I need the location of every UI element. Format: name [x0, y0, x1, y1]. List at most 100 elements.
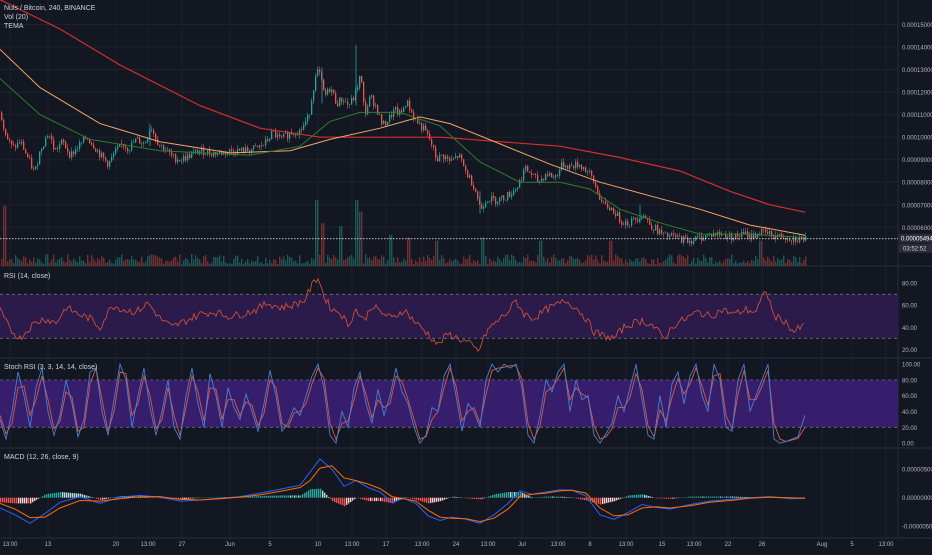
time-axis-label: 13:00: [344, 542, 360, 548]
volume-bar: [761, 241, 762, 266]
candle-body: [357, 87, 358, 89]
volume-bar: [13, 263, 14, 266]
volume-bar: [573, 259, 574, 266]
candle-body: [651, 225, 652, 230]
time-axis-label: Jun: [225, 542, 235, 548]
macd-histogram-bar: [414, 498, 415, 500]
macd-histogram-bar: [254, 496, 255, 497]
volume-bar: [553, 254, 554, 266]
time-axis-label: Aug: [817, 542, 828, 548]
volume-bar: [351, 255, 352, 266]
candle-body: [791, 241, 792, 242]
volume-bar: [735, 260, 736, 266]
macd-histogram-bar: [8, 498, 9, 503]
volume-bar: [687, 255, 688, 266]
candle-body: [253, 146, 254, 150]
macd-histogram-bar: [430, 498, 431, 503]
candle-body: [31, 158, 32, 168]
macd-histogram-bar: [360, 498, 361, 499]
macd-histogram-bar: [6, 498, 7, 503]
volume-bar: [659, 263, 660, 266]
volume-bar: [327, 255, 328, 266]
candle-body: [351, 98, 352, 105]
candle-body: [75, 149, 76, 154]
candle-body: [537, 175, 538, 182]
candle-body: [437, 158, 438, 162]
volume-bar: [263, 264, 264, 266]
macd-histogram-bar: [476, 498, 477, 499]
volume-bar: [535, 262, 536, 266]
macd-histogram-bar: [710, 497, 711, 498]
candle-body: [517, 187, 518, 189]
macd-histogram-bar: [104, 498, 105, 499]
candle-body: [49, 136, 50, 137]
macd-histogram-bar: [348, 498, 349, 504]
volume-bar: [669, 254, 670, 266]
rsi-tick-label: 80.00: [902, 282, 918, 288]
candle-body: [449, 158, 450, 161]
volume-bar: [629, 259, 630, 266]
volume-bar: [419, 257, 420, 266]
candle-body: [597, 187, 598, 194]
candle-body: [373, 95, 374, 106]
volume-bar: [617, 256, 618, 266]
candle-body: [511, 195, 512, 197]
volume-bar: [113, 264, 114, 266]
volume-bar: [109, 259, 110, 266]
volume-bar: [55, 262, 56, 266]
candle-body: [107, 161, 108, 167]
candle-body: [497, 202, 498, 204]
candle-body: [579, 165, 580, 167]
volume-bar: [729, 259, 730, 266]
candle-body: [359, 76, 360, 87]
candle-body: [625, 221, 626, 225]
symbol-title[interactable]: Nuls / Bitcoin, 240, BINANCE: [4, 4, 95, 13]
macd-histogram-bar: [262, 496, 263, 498]
macd-histogram-bar: [96, 498, 97, 499]
candle-body: [333, 90, 334, 94]
candle-body: [701, 236, 702, 241]
macd-histogram-bar: [692, 497, 693, 498]
volume-bar: [777, 258, 778, 266]
volume-bar: [349, 256, 350, 266]
volume-bar: [519, 262, 520, 266]
stoch-legend[interactable]: Stoch RSI (3, 3, 14, 14, close): [4, 363, 97, 372]
candle-body: [783, 238, 784, 239]
macd-histogram-bar: [190, 498, 191, 499]
macd-histogram-bar: [292, 495, 293, 497]
volume-bar: [399, 262, 400, 266]
candle-body: [329, 89, 330, 92]
volume-bar: [447, 262, 448, 266]
volume-bar: [449, 259, 450, 266]
volume-legend[interactable]: Vol (20): [4, 13, 95, 22]
volume-bar: [387, 260, 388, 266]
candle-body: [549, 173, 550, 176]
macd-legend[interactable]: MACD (12, 26, close, 9): [4, 453, 79, 462]
volume-bar: [299, 255, 300, 266]
volume-bar: [719, 261, 720, 266]
candle-body: [211, 154, 212, 156]
macd-histogram-bar: [186, 498, 187, 499]
volume-bar: [325, 263, 326, 266]
macd-histogram-bar: [34, 498, 35, 501]
candle-body: [521, 180, 522, 181]
macd-histogram-bar: [742, 497, 743, 498]
candle-body: [747, 231, 748, 238]
volume-bar: [691, 261, 692, 266]
volume-bar: [275, 260, 276, 266]
macd-histogram-bar: [302, 494, 303, 498]
rsi-legend[interactable]: RSI (14, close): [4, 272, 50, 281]
volume-bar: [523, 257, 524, 266]
macd-histogram-bar: [494, 494, 495, 497]
volume-bar: [11, 259, 12, 266]
candle-body: [509, 192, 510, 197]
volume-bar: [797, 262, 798, 266]
candle-body: [397, 107, 398, 114]
volume-bar: [395, 262, 396, 266]
candle-body: [155, 133, 156, 139]
volume-bar: [63, 261, 64, 266]
volume-bar: [317, 200, 318, 266]
tema-legend[interactable]: TEMA: [4, 22, 95, 31]
price-tick-label: 0.00011000: [902, 113, 932, 119]
